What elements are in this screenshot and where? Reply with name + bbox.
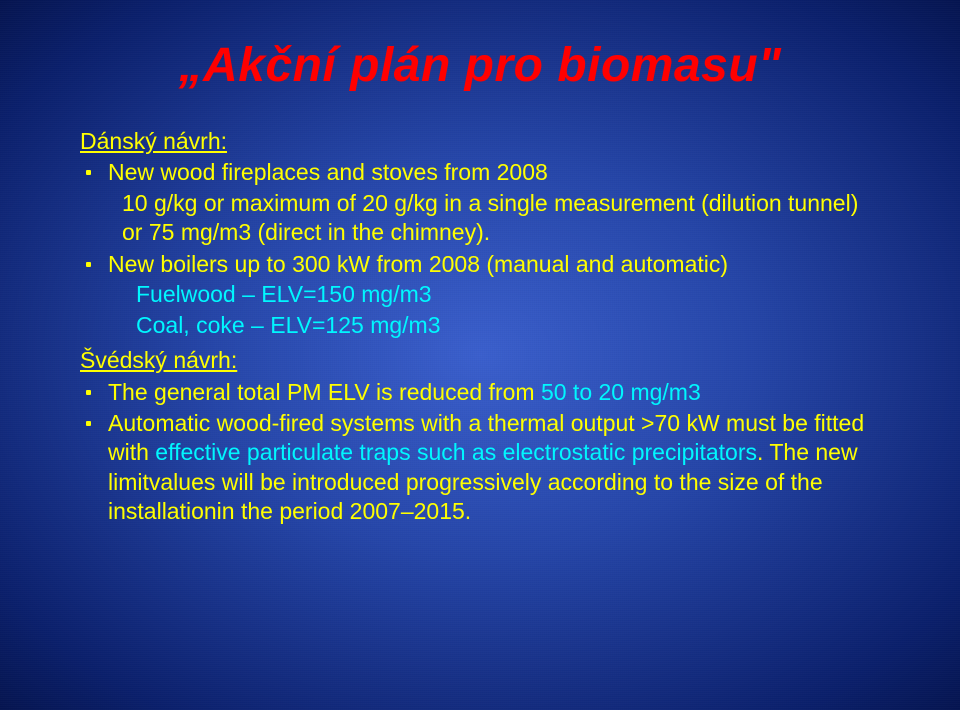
bullet-continuation: 10 g/kg or maximum of 20 g/kg in a singl… bbox=[108, 189, 880, 248]
bullet-list-danish: New wood fireplaces and stoves from 2008… bbox=[80, 158, 880, 279]
highlight-text: 50 to 20 mg/m3 bbox=[541, 379, 701, 405]
bullet-text: The general total PM ELV is reduced from bbox=[108, 379, 541, 405]
subheading-swedish: Švédský návrh: bbox=[80, 346, 880, 375]
list-item: Automatic wood-fired systems with a ther… bbox=[80, 409, 880, 527]
bullet-text: New wood fireplaces and stoves from 2008 bbox=[108, 159, 548, 185]
list-item: The general total PM ELV is reduced from… bbox=[80, 378, 880, 407]
bullet-text: New boilers up to 300 kW from 2008 (manu… bbox=[108, 251, 728, 277]
bullet-list-swedish: The general total PM ELV is reduced from… bbox=[80, 378, 880, 527]
slide: „Akční plán pro biomasu" Dánský návrh: N… bbox=[0, 0, 960, 710]
list-item: New boilers up to 300 kW from 2008 (manu… bbox=[80, 250, 880, 279]
highlight-text: effective particulate traps such as elec… bbox=[155, 439, 757, 465]
slide-body: Dánský návrh: New wood fireplaces and st… bbox=[80, 127, 880, 527]
list-item: New wood fireplaces and stoves from 2008… bbox=[80, 158, 880, 247]
subheading-danish: Dánský návrh: bbox=[80, 127, 880, 156]
sub-item: Fuelwood – ELV=150 mg/m3 bbox=[80, 280, 880, 309]
sub-item: Coal, coke – ELV=125 mg/m3 bbox=[80, 311, 880, 340]
slide-title: „Akční plán pro biomasu" bbox=[80, 38, 880, 93]
